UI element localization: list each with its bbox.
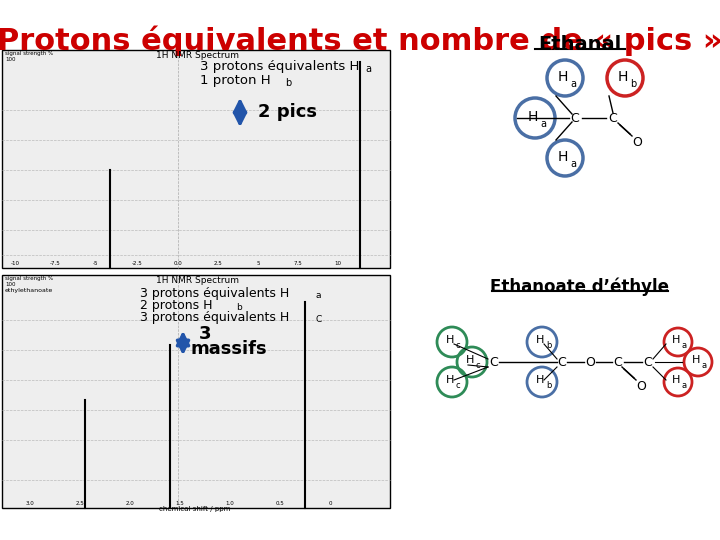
Text: H: H xyxy=(672,335,680,345)
Text: c: c xyxy=(476,361,481,370)
Text: H: H xyxy=(536,335,544,345)
Text: b: b xyxy=(630,79,636,89)
Text: 3: 3 xyxy=(199,325,212,343)
Text: 10: 10 xyxy=(335,261,341,266)
Text: O: O xyxy=(585,355,595,368)
Text: a: a xyxy=(681,341,686,350)
Text: H: H xyxy=(558,150,568,164)
Text: 2.5: 2.5 xyxy=(76,501,84,506)
Text: H: H xyxy=(528,110,538,124)
Text: chemical shift / ppm: chemical shift / ppm xyxy=(159,506,230,512)
Text: H: H xyxy=(446,375,454,385)
Text: b: b xyxy=(285,78,292,88)
Text: 2.0: 2.0 xyxy=(125,501,135,506)
Text: a: a xyxy=(701,361,706,370)
Text: 100: 100 xyxy=(5,57,16,62)
Text: a: a xyxy=(316,291,322,300)
Text: b: b xyxy=(546,341,552,350)
Text: c: c xyxy=(456,381,461,390)
FancyBboxPatch shape xyxy=(2,275,390,508)
Text: a: a xyxy=(365,64,371,74)
Text: 1.5: 1.5 xyxy=(176,501,184,506)
Text: C: C xyxy=(608,111,617,125)
Text: 0: 0 xyxy=(328,501,332,506)
Text: signal strength %: signal strength % xyxy=(5,276,53,281)
Text: 3 protons équivalents H: 3 protons équivalents H xyxy=(200,60,359,73)
Text: 2 pics: 2 pics xyxy=(258,103,317,121)
Text: a: a xyxy=(540,119,546,129)
Text: 1H NMR Spectrum: 1H NMR Spectrum xyxy=(156,276,238,285)
Text: H: H xyxy=(466,355,474,365)
Text: signal strength %: signal strength % xyxy=(5,51,53,56)
Text: 3 protons équivalents H: 3 protons équivalents H xyxy=(140,287,289,300)
Text: C: C xyxy=(613,355,622,368)
Text: 2 protons H: 2 protons H xyxy=(140,299,212,312)
Text: 1 proton H: 1 proton H xyxy=(200,74,271,87)
Text: H: H xyxy=(558,70,568,84)
Text: H: H xyxy=(672,375,680,385)
Text: massifs: massifs xyxy=(191,340,268,358)
Text: b: b xyxy=(546,381,552,390)
Text: O: O xyxy=(636,380,646,393)
Text: H: H xyxy=(618,70,628,84)
Text: H: H xyxy=(536,375,544,385)
Text: c: c xyxy=(456,341,461,350)
Text: 3 protons équivalents H: 3 protons équivalents H xyxy=(140,311,289,324)
Text: C: C xyxy=(490,355,498,368)
FancyBboxPatch shape xyxy=(2,50,390,268)
Text: C: C xyxy=(571,111,580,125)
Text: 3.0: 3.0 xyxy=(26,501,35,506)
Text: a: a xyxy=(681,381,686,390)
Text: -7.5: -7.5 xyxy=(50,261,60,266)
Text: a: a xyxy=(570,79,576,89)
Text: 7.5: 7.5 xyxy=(294,261,302,266)
Text: Ethanoate d’éthyle: Ethanoate d’éthyle xyxy=(490,278,670,296)
Text: 2.5: 2.5 xyxy=(214,261,222,266)
Text: H: H xyxy=(692,355,700,365)
Text: O: O xyxy=(632,136,642,148)
Text: -10: -10 xyxy=(11,261,19,266)
Text: C: C xyxy=(644,355,652,368)
Text: Ethanal: Ethanal xyxy=(539,35,621,54)
Text: H: H xyxy=(446,335,454,345)
Text: C: C xyxy=(557,355,567,368)
Text: -2.5: -2.5 xyxy=(132,261,143,266)
Text: ethylethanoate: ethylethanoate xyxy=(5,288,53,293)
Text: 0.0: 0.0 xyxy=(174,261,182,266)
Text: a: a xyxy=(570,159,576,169)
Text: 5: 5 xyxy=(256,261,260,266)
Text: 100: 100 xyxy=(5,282,16,287)
Text: 0.5: 0.5 xyxy=(276,501,284,506)
Text: 1H NMR Spectrum: 1H NMR Spectrum xyxy=(156,51,238,60)
Text: C: C xyxy=(316,315,323,324)
Text: 1.0: 1.0 xyxy=(225,501,235,506)
Text: b: b xyxy=(236,303,242,312)
Text: Protons équivalents et nombre de « pics »: Protons équivalents et nombre de « pics … xyxy=(0,25,720,56)
Text: -5: -5 xyxy=(92,261,98,266)
